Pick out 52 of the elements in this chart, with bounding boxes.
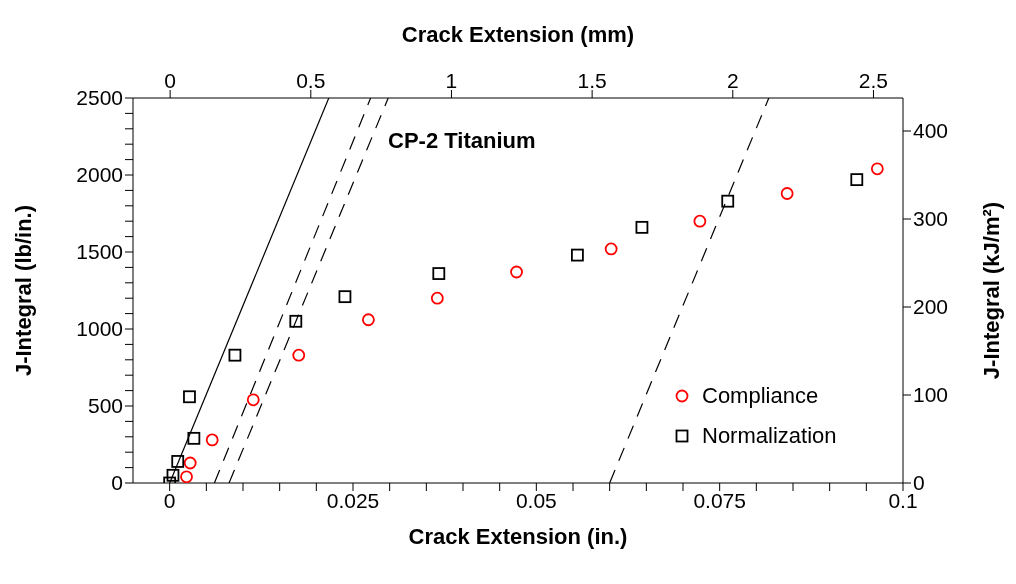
point xyxy=(604,242,618,256)
point xyxy=(166,468,180,482)
x-axis-title: Crack Extension (in.) xyxy=(408,524,628,549)
x2-axis-title: Crack Extension (mm) xyxy=(401,21,635,47)
point xyxy=(338,290,352,304)
legend-label: Normalization xyxy=(702,423,837,449)
y2-tick-label: 200 xyxy=(913,295,949,319)
y2-tick-label: 100 xyxy=(913,383,949,407)
point xyxy=(430,291,444,305)
y2-tick-label: 400 xyxy=(913,119,949,143)
y-tick-label: 500 xyxy=(87,394,123,418)
y2-tick-label: 0 xyxy=(913,471,925,495)
y-axis-title: J-Integral (lb/in.) xyxy=(10,204,36,377)
x-tick-label: 0.075 xyxy=(693,488,746,512)
point xyxy=(870,162,884,176)
x2-tick-label: 2 xyxy=(726,69,739,92)
y2-tick-label: 300 xyxy=(913,207,949,231)
point xyxy=(850,173,864,187)
point xyxy=(571,248,584,262)
point xyxy=(180,470,193,483)
point xyxy=(292,348,306,362)
point xyxy=(289,314,303,328)
x2-tick-label: 0 xyxy=(164,69,176,92)
point xyxy=(183,390,196,404)
point xyxy=(780,187,794,200)
legend-label: Compliance xyxy=(702,383,819,409)
point xyxy=(205,433,219,447)
y-tick-label: 1500 xyxy=(76,240,123,264)
x-tick-label: 0.05 xyxy=(515,488,557,512)
point xyxy=(187,431,201,445)
x-tick-label: 0 xyxy=(163,488,176,512)
text: CP-2 Titanium xyxy=(388,128,536,154)
y-tick-label: 1000 xyxy=(76,317,123,341)
x-tick-label: 0.025 xyxy=(326,488,380,512)
y2-axis-title: J-Integral (kJ/m²) xyxy=(978,201,1004,380)
point xyxy=(693,214,707,228)
y-tick-label: 2000 xyxy=(76,163,123,187)
point xyxy=(171,455,185,468)
y-tick-label: 0 xyxy=(111,471,123,495)
point xyxy=(228,348,242,362)
point xyxy=(635,220,649,234)
point xyxy=(510,265,523,279)
x2-tick-label: 0.5 xyxy=(296,69,326,92)
point xyxy=(721,194,735,208)
x2-tick-label: 1.5 xyxy=(577,69,607,92)
point xyxy=(183,456,197,470)
y-tick-label: 2500 xyxy=(76,86,123,110)
x2-tick-label: 1 xyxy=(445,69,458,92)
point xyxy=(362,313,375,327)
x2-tick-label: 2.5 xyxy=(858,69,889,92)
point xyxy=(246,393,260,407)
point xyxy=(432,267,446,280)
